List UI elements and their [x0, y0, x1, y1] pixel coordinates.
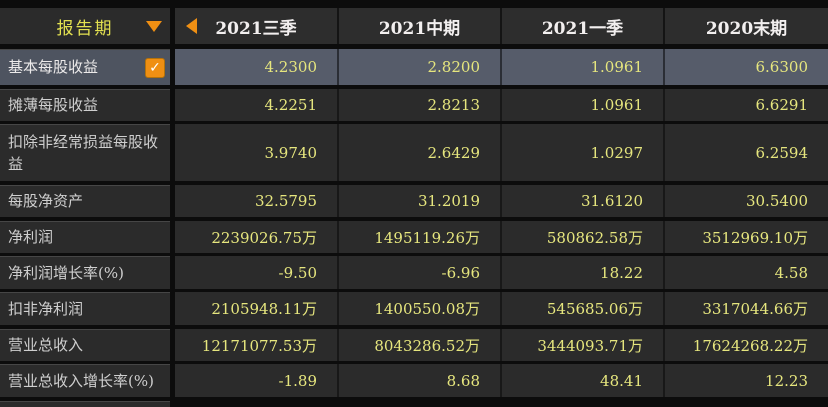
period-column-label: 2021中期 — [378, 18, 461, 39]
metric-sidebar: 报告期 基本每股收益 ✓ 摊薄每股收益 扣除非经常损益每股收益 每股净资产 净利… — [0, 0, 170, 407]
metric-checkbox[interactable]: ✓ — [145, 57, 165, 78]
value-cell: 6.6300 — [755, 58, 809, 76]
report-period-label: 报告期 — [56, 18, 114, 39]
metric-label: 基本每股收益 — [8, 58, 99, 77]
table-row[interactable]: 4.2300 2.8200 1.0961 6.6300 — [175, 49, 828, 85]
value-cell: 2239026.75万 — [175, 221, 339, 253]
metric-label: 净利润 — [8, 228, 54, 247]
period-column-header[interactable]: 2021一季 — [502, 8, 665, 44]
sidebar-metric-item[interactable]: 基本每股收益 ✓ — [0, 49, 170, 85]
sidebar-metric-item[interactable]: 扣除非经常损益每股收益 — [0, 124, 170, 181]
value-cell: 3512969.10万 — [702, 228, 808, 247]
period-column-header-row: 2021三季 2021中期 2021一季 2020末期 — [175, 8, 828, 44]
table-row[interactable]: 4.2251 2.8213 1.0961 6.6291 — [175, 89, 828, 121]
value-cell: 48.41 — [502, 364, 665, 397]
value-cell: 1.0961 — [502, 89, 665, 121]
metric-label: 营业总收入增长率(%) — [8, 371, 154, 390]
period-column-label: 2020末期 — [705, 18, 788, 39]
report-data-table: 2021三季 2021中期 2021一季 2020末期 4.2300 2.8200 1.0… — [175, 0, 828, 407]
sidebar-metric-item[interactable]: 净利润增长率(%) — [0, 256, 170, 289]
value-cell: 1400550.08万 — [339, 292, 502, 325]
value-cell: 4.2251 — [175, 89, 339, 121]
value-cell: 12.23 — [765, 371, 808, 390]
metric-list: 基本每股收益 ✓ 摊薄每股收益 扣除非经常损益每股收益 每股净资产 净利润 净利… — [0, 49, 170, 397]
dropdown-arrow-icon[interactable] — [146, 21, 162, 32]
value-cell: 6.6291 — [755, 96, 809, 114]
value-cell: 32.5795 — [175, 185, 339, 217]
table-row[interactable]: 12171077.53万 8043286.52万 3444093.71万 176242… — [175, 329, 828, 361]
sidebar-metric-item[interactable]: 营业总收入增长率(%) — [0, 364, 170, 397]
scroll-left-icon[interactable] — [186, 18, 197, 34]
value-cell: 2.6429 — [339, 124, 502, 181]
report-period-header[interactable]: 报告期 — [0, 8, 170, 44]
sidebar-metric-item[interactable]: 扣非净利润 — [0, 292, 170, 325]
sidebar-partial-next-item — [0, 401, 170, 407]
table-row[interactable]: 3.9740 2.6429 1.0297 6.2594 — [175, 124, 828, 181]
table-row[interactable]: 2105948.11万 1400550.08万 545685.06万 3317044.… — [175, 292, 828, 325]
value-cell: 1.0961 — [502, 49, 665, 85]
metric-label: 营业总收入 — [8, 336, 84, 355]
table-row[interactable]: -1.89 8.68 48.41 12.23 — [175, 364, 828, 397]
value-cell: 4.2300 — [175, 49, 339, 85]
value-cell: 3317044.66万 — [702, 300, 808, 318]
table-row[interactable]: 32.5795 31.2019 31.6120 30.5400 — [175, 185, 828, 217]
value-cell: 580862.58万 — [502, 221, 665, 253]
metric-label: 扣非净利润 — [8, 299, 84, 318]
value-cell: 30.5400 — [745, 192, 808, 210]
value-cell: 2.8200 — [339, 49, 502, 85]
value-cell: -9.50 — [175, 256, 339, 289]
value-cell: 31.2019 — [339, 185, 502, 217]
value-cell: 3444093.71万 — [502, 329, 665, 361]
value-cell: 17624268.22万 — [692, 336, 808, 355]
period-column-header[interactable]: 2021三季 — [175, 8, 339, 44]
value-cell: -1.89 — [175, 364, 339, 397]
value-cell: 2.8213 — [339, 89, 502, 121]
metric-label: 摊薄每股收益 — [8, 96, 99, 115]
period-column-header[interactable]: 2021中期 — [339, 8, 502, 44]
value-cell: 3.9740 — [175, 124, 339, 181]
sidebar-metric-item[interactable]: 营业总收入 — [0, 329, 170, 361]
value-cell: 1.0297 — [502, 124, 665, 181]
table-row[interactable]: -9.50 -6.96 18.22 4.58 — [175, 256, 828, 289]
metric-label: 净利润增长率(%) — [8, 263, 124, 282]
value-cell: 545685.06万 — [502, 292, 665, 325]
value-cell: 8043286.52万 — [339, 329, 502, 361]
period-column-header[interactable]: 2020末期 — [665, 8, 828, 44]
table-row[interactable]: 2239026.75万 1495119.26万 580862.58万 3512969.… — [175, 221, 828, 253]
metric-label: 扣除非经常损益每股收益 — [8, 132, 159, 174]
sidebar-metric-item[interactable]: 每股净资产 — [0, 185, 170, 217]
value-cell: -6.96 — [339, 256, 502, 289]
period-column-label: 2021一季 — [541, 18, 624, 39]
value-cell: 18.22 — [502, 256, 665, 289]
value-cell: 6.2594 — [755, 143, 809, 162]
period-column-label: 2021三季 — [215, 18, 297, 39]
report-data-rows: 4.2300 2.8200 1.0961 6.6300 4.2251 2.8213 1.09… — [175, 49, 828, 397]
value-cell: 4.58 — [774, 263, 808, 282]
sidebar-metric-item[interactable]: 净利润 — [0, 221, 170, 253]
value-cell: 8.68 — [339, 364, 502, 397]
value-cell: 2105948.11万 — [175, 292, 339, 325]
sidebar-metric-item[interactable]: 摊薄每股收益 — [0, 89, 170, 121]
value-cell: 12171077.53万 — [175, 329, 339, 361]
value-cell: 31.6120 — [502, 185, 665, 217]
metric-label: 每股净资产 — [8, 192, 84, 211]
value-cell: 1495119.26万 — [339, 221, 502, 253]
